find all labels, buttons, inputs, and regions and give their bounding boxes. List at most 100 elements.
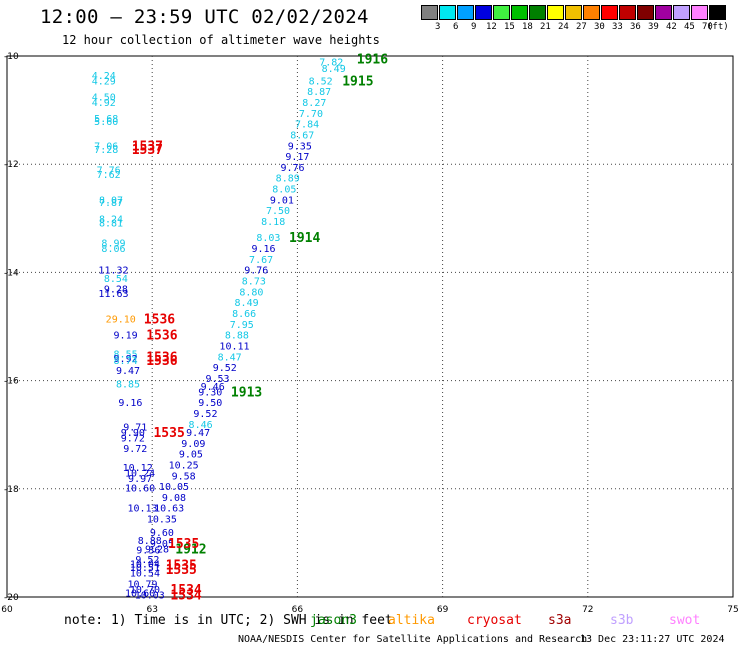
legend-label: 27: [576, 22, 587, 32]
wave-height-label: 8.49: [322, 64, 346, 75]
wave-height-label: 8.89: [276, 174, 300, 185]
wave-height-label: 4.24: [92, 71, 116, 82]
wave-height-label: 8.27: [302, 98, 326, 109]
wave-height-label: 9.47: [186, 428, 210, 439]
legend-swatch: [493, 5, 510, 20]
wave-height-label: 8.52: [309, 76, 333, 87]
wave-height-label: 9.01: [270, 195, 294, 206]
track-time-label: 1535: [168, 537, 199, 552]
wave-height-label: 8.18: [261, 217, 285, 228]
wave-height-label: 9.19: [114, 331, 138, 342]
wave-height-label: 10.05: [159, 482, 189, 493]
legend-label: 21: [540, 22, 551, 32]
mission-altika: altika: [388, 613, 435, 628]
legend-label: 36: [630, 22, 641, 32]
wave-height-label: 10.79: [127, 579, 157, 590]
page-title: 12:00 – 23:59 UTC 02/02/2024: [40, 6, 369, 28]
wave-height-label: 8.66: [232, 309, 256, 320]
lat-tick-label: -16: [4, 377, 19, 387]
wave-height-label: 11.63: [98, 289, 128, 300]
lon-tick-label: 60: [1, 605, 13, 615]
track-time-label: 1916: [357, 53, 388, 68]
lat-tick-label: -18: [4, 485, 19, 495]
lat-tick-label: -12: [4, 160, 19, 170]
wave-height-label: 5.60: [94, 117, 118, 128]
legend-swatch: [421, 5, 438, 20]
legend-label: 3: [435, 22, 441, 32]
track-time-label: 1535: [166, 563, 197, 578]
track-time-label: 1537: [132, 139, 163, 154]
lon-tick-label: 63: [146, 605, 157, 615]
legend-label: 18: [522, 22, 533, 32]
wave-height-label: 7.76: [97, 166, 121, 177]
wave-height-label: 8.87: [307, 87, 331, 98]
wave-height-label: 9.72: [123, 444, 147, 455]
wave-height-label: 9.50: [198, 398, 222, 409]
wave-height-label: 8.46: [189, 420, 213, 431]
lat-tick-label: -14: [4, 268, 19, 278]
wave-height-label: 8.05: [272, 185, 296, 196]
wave-height-label: 10.25: [169, 460, 199, 471]
legend-swatch: [457, 5, 474, 20]
track-time-label: 1537: [132, 143, 163, 158]
mission-swot: swot: [669, 613, 701, 628]
legend-label: 12: [486, 22, 497, 32]
legend-swatch: [511, 5, 528, 20]
wave-height-label: 10.51: [130, 563, 160, 574]
wave-height-label: 10.35: [147, 515, 177, 526]
wave-height-label: 7.28: [94, 145, 118, 156]
generated-timestamp: 13 Dec 23:11:27 UTC 2024: [580, 634, 725, 645]
wave-height-label: 8.99: [101, 239, 125, 250]
wave-height-label: 9.09: [181, 439, 205, 450]
wave-height-label: 9.72: [121, 433, 145, 444]
wave-height-label: 9.47: [116, 366, 140, 377]
legend-swatch: [439, 5, 456, 20]
legend-label: 33: [612, 22, 623, 32]
wave-height-label: 10.63: [154, 504, 184, 515]
wave-height-label: 9.52: [193, 409, 217, 420]
wave-height-label: 10.60: [125, 589, 155, 600]
wave-height-label: 8.55: [114, 350, 138, 361]
wave-height-label: 9.08: [162, 493, 186, 504]
track-time-label: 1914: [289, 231, 320, 246]
wave-height-label: 4.92: [92, 98, 116, 109]
legend-swatch: [475, 5, 492, 20]
wave-height-label: 7.87: [99, 198, 123, 209]
mission-s3b: s3b: [610, 613, 634, 628]
wave-height-label: 5.68: [94, 114, 118, 125]
wave-height-label: 9.52: [135, 555, 159, 566]
legend-label: 9: [471, 22, 477, 32]
wave-height-label: 4.50: [92, 93, 116, 104]
legend-label: 42: [666, 22, 677, 32]
wave-height-label: 8.88: [225, 331, 249, 342]
wave-height-label: 9.05: [179, 450, 203, 461]
wave-height-label: 10.04: [130, 559, 160, 570]
track-time-label: 1535: [153, 426, 184, 441]
wave-height-label: 9.58: [172, 471, 196, 482]
wave-height-label: 7.06: [94, 141, 118, 152]
wave-height-label: 9.60: [150, 528, 174, 539]
page-subtitle: 12 hour collection of altimeter wave hei…: [62, 33, 380, 47]
legend-swatch: [583, 5, 600, 20]
wave-height-label: 7.50: [266, 206, 290, 217]
wave-height-label: 4.29: [92, 76, 116, 87]
legend-swatch: [673, 5, 690, 20]
wave-height-label: 9.17: [285, 152, 309, 163]
wave-height-label: 9.35: [288, 141, 312, 152]
legend-swatch: [619, 5, 636, 20]
wave-height-label: 9.16: [118, 398, 142, 409]
wave-height-label: 8.81: [99, 219, 123, 230]
wave-height-label: 10.60: [125, 484, 155, 495]
wave-height-label: 8.88: [138, 536, 162, 547]
wave-height-label: 8.03: [256, 233, 280, 244]
wave-height-label: 10.11: [219, 341, 249, 352]
wave-height-label: 8.49: [235, 298, 259, 309]
legend-label: 15: [504, 22, 515, 32]
legend-swatch: [637, 5, 654, 20]
wave-height-label: 8.74: [114, 356, 138, 367]
lon-tick-label: 69: [437, 605, 449, 615]
legend-swatch: [691, 5, 708, 20]
legend-swatch: [709, 5, 726, 20]
wave-height-label: 8.73: [242, 277, 266, 288]
wave-height-label: 10.12: [123, 463, 153, 474]
